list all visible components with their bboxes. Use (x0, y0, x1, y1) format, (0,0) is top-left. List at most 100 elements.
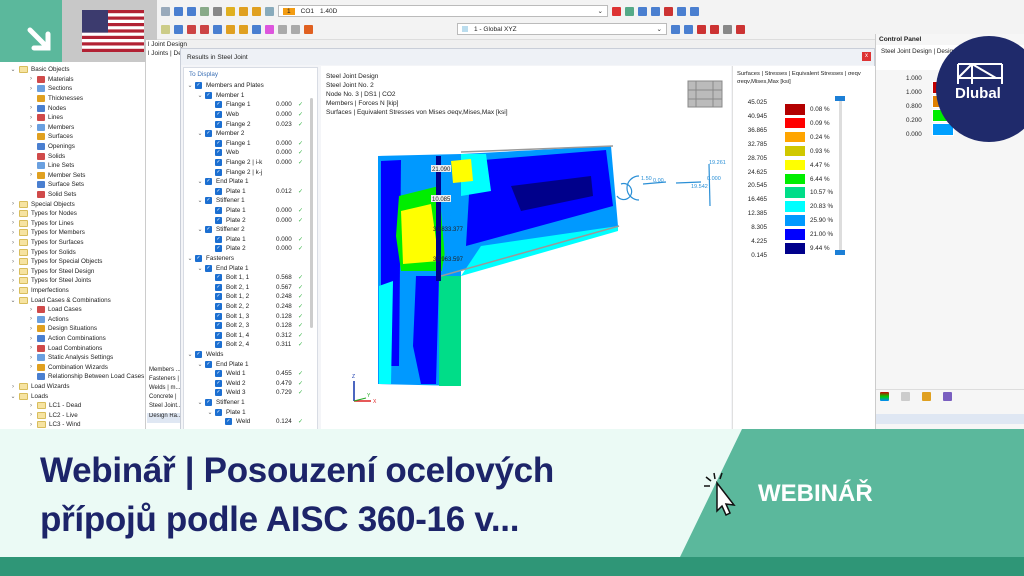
result-row[interactable]: ⌄ ✓ Stiffener 2 (187, 225, 317, 235)
chevron-right-icon[interactable]: › (30, 105, 32, 112)
display-icon[interactable] (690, 6, 699, 16)
chevron-down-icon[interactable]: ⌄ (187, 83, 193, 90)
display-icon[interactable] (638, 6, 647, 16)
chevron-right-icon[interactable]: › (30, 412, 32, 419)
view-iso-icon[interactable] (671, 24, 680, 34)
tree-item[interactable]: Solid Sets (28, 190, 76, 200)
surface-icon[interactable] (213, 24, 222, 34)
checkbox[interactable]: ✓ (215, 216, 222, 224)
result-row[interactable]: ⌄ ✓ Members and Plates (187, 81, 317, 91)
tree-item[interactable]: Surface Sets (28, 180, 84, 190)
tree-item[interactable]: › Types for Steel Joints (10, 276, 91, 286)
result-row[interactable]: ✓ Bolt 2, 2 0.248 ✓ (187, 302, 317, 312)
tree-item[interactable]: › Action Combinations (28, 334, 106, 344)
calc-icon[interactable] (226, 6, 235, 16)
chevron-right-icon[interactable]: › (12, 201, 14, 208)
view-x-icon[interactable] (684, 24, 693, 34)
result-row[interactable]: ✓ Bolt 1, 2 0.248 ✓ (187, 292, 317, 302)
checkbox[interactable]: ✓ (215, 293, 222, 301)
result-row[interactable]: ✓ Bolt 2, 1 0.567 ✓ (187, 283, 317, 293)
tree-item[interactable]: Openings (28, 142, 75, 152)
tree-item[interactable]: › LC3 - Wind (28, 420, 81, 430)
result-row[interactable]: ⌄ ✓ Fasteners (187, 254, 317, 264)
result-row[interactable]: ✓ Flange 2 0.023 ✓ (187, 119, 317, 129)
chevron-right-icon[interactable]: › (30, 316, 32, 323)
result-row[interactable]: ✓ Bolt 1, 1 0.568 ✓ (187, 273, 317, 283)
result-row[interactable]: ✓ Plate 2 0.000 ✓ (187, 244, 317, 254)
line-icon[interactable] (187, 24, 196, 34)
perspective-icon[interactable] (723, 24, 732, 34)
result-row[interactable]: ⌄ ✓ Stiffener 1 (187, 196, 317, 206)
result-row[interactable]: ⌄ ✓ Plate 1 (187, 407, 317, 417)
checkbox[interactable]: ✓ (215, 235, 222, 243)
chevron-right-icon[interactable]: › (12, 277, 14, 284)
chevron-down-icon[interactable]: ⌄ (197, 179, 203, 186)
chevron-down-icon[interactable]: ⌄ (197, 198, 203, 205)
checkbox[interactable]: ✓ (215, 283, 222, 291)
chevron-right-icon[interactable]: › (30, 306, 32, 313)
result-row[interactable]: ⌄ ✓ End Plate 1 (187, 177, 317, 187)
result-row[interactable]: ✓ Plate 1 0.000 ✓ (187, 206, 317, 216)
coordinate-system-select[interactable]: 1 - Global XYZ ⌄ (457, 23, 667, 35)
chevron-down-icon[interactable]: ⌄ (197, 131, 203, 138)
tree-item[interactable]: ⌄ Basic Objects (10, 65, 70, 75)
result-row[interactable]: ✓ Weld 3 0.729 ✓ (187, 388, 317, 398)
checkbox[interactable]: ✓ (205, 178, 212, 186)
select-icon[interactable] (161, 24, 170, 34)
checkbox[interactable]: ✓ (205, 226, 212, 234)
display-icon[interactable] (677, 6, 686, 16)
load-icon[interactable] (226, 24, 235, 34)
checkbox[interactable]: ✓ (215, 331, 222, 339)
load-icon[interactable] (239, 24, 248, 34)
chevron-right-icon[interactable]: › (30, 335, 32, 342)
view-z-icon[interactable] (710, 24, 719, 34)
tree-item[interactable]: › Members (28, 123, 74, 133)
checkbox[interactable]: ✓ (215, 168, 222, 176)
tab-display-icon[interactable] (901, 392, 910, 401)
tree-item[interactable]: › Nodes (28, 103, 66, 113)
checkbox[interactable]: ✓ (205, 264, 212, 272)
result-row[interactable]: ✓ Flange 1 0.000 ✓ (187, 100, 317, 110)
checkbox[interactable]: ✓ (215, 389, 222, 397)
tree-item[interactable]: › Types for Nodes (10, 209, 77, 219)
checkbox[interactable]: ✓ (215, 322, 222, 330)
tree-item[interactable]: ⌄ Loads (10, 391, 48, 401)
tree-item[interactable]: › Types for Surfaces (10, 238, 84, 248)
result-row[interactable]: ⌄ ✓ Welds (187, 350, 317, 360)
result-row[interactable]: ✓ Flange 1 0.000 ✓ (187, 139, 317, 149)
checkbox[interactable]: ✓ (215, 111, 222, 119)
chevron-down-icon[interactable]: ⌄ (197, 265, 203, 272)
legend-slider-handle-bottom[interactable] (835, 250, 845, 255)
node-icon[interactable] (174, 24, 183, 34)
checkbox[interactable]: ✓ (195, 82, 202, 90)
result-row[interactable]: ⌄ ✓ Member 1 (187, 91, 317, 101)
tab-view-icon[interactable] (943, 392, 952, 401)
member-icon[interactable] (200, 24, 209, 34)
result-row[interactable]: ✓ Bolt 2, 3 0.128 ✓ (187, 321, 317, 331)
chevron-right-icon[interactable]: › (30, 364, 32, 371)
checkbox[interactable]: ✓ (215, 101, 222, 109)
tree-item[interactable]: ⌄ Load Cases & Combinations (10, 295, 111, 305)
chevron-down-icon[interactable]: ⌄ (10, 393, 16, 400)
tree-item[interactable]: › Types for Lines (10, 219, 74, 229)
result-row[interactable]: ⌄ ✓ End Plate 1 (187, 359, 317, 369)
tree-item[interactable]: › Lines (28, 113, 63, 123)
tree-item[interactable]: › LC1 - Dead (28, 401, 81, 411)
checkbox[interactable]: ✓ (215, 312, 222, 320)
tree-item[interactable]: Relationship Between Load Cases (28, 372, 144, 382)
tree-item[interactable]: › Types for Special Objects (10, 257, 102, 267)
chevron-right-icon[interactable]: › (30, 354, 32, 361)
chevron-right-icon[interactable]: › (12, 383, 14, 390)
tree-item[interactable]: › Types for Members (10, 228, 85, 238)
chevron-down-icon[interactable]: ⌄ (197, 227, 203, 234)
undo-icon[interactable] (161, 6, 170, 16)
checkbox[interactable]: ✓ (195, 255, 202, 263)
tree-item[interactable]: › Combination Wizards (28, 363, 108, 373)
result-row[interactable]: ✓ Web 0.000 ✓ (187, 110, 317, 120)
chevron-right-icon[interactable]: › (30, 345, 32, 352)
tree-item[interactable]: › Special Objects (10, 199, 75, 209)
chevron-right-icon[interactable]: › (12, 220, 14, 227)
load-case-select[interactable]: 1 CO1 1.40D ⌄ (278, 5, 608, 17)
display-icon[interactable] (651, 6, 660, 16)
deform-icon[interactable] (265, 24, 274, 34)
